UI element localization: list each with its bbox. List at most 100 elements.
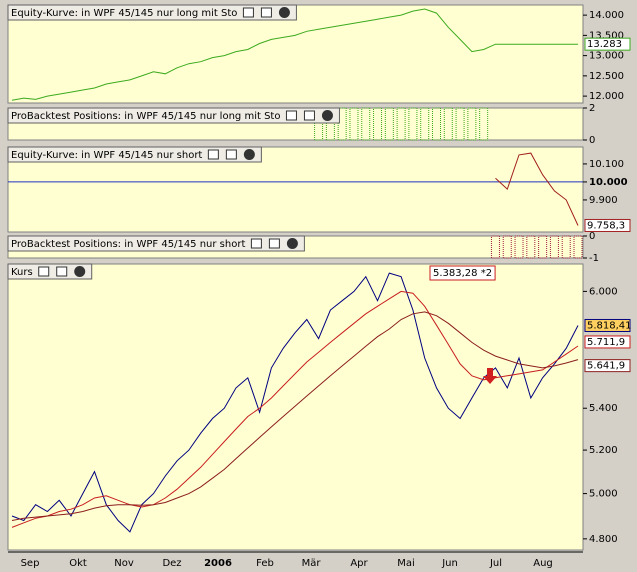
panel-header-box — [7, 235, 305, 252]
position-bar — [432, 107, 441, 141]
x-tick-label: Okt — [69, 558, 87, 569]
panel — [7, 263, 584, 551]
close-button — [243, 149, 255, 160]
position-bar — [361, 107, 371, 141]
x-tick-label: 2006 — [204, 558, 232, 569]
position-bar — [561, 235, 571, 259]
position-bar — [455, 107, 465, 141]
value-label-box — [584, 218, 631, 232]
panel-header: Kurs — [7, 263, 93, 280]
y-tick-label: 13.500 — [589, 30, 624, 41]
value-label-box — [584, 37, 631, 51]
position-bar — [490, 235, 500, 259]
value-label-text: 5.711,9 — [587, 337, 625, 348]
settings-button — [38, 266, 50, 277]
panel-title: Kurs — [11, 267, 33, 278]
value-label-text: 5.818,41 — [587, 320, 632, 331]
panel-title: Equity-Kurve: in WPF 45/145 nur long mit… — [11, 8, 237, 19]
settings-button — [207, 149, 219, 160]
value-label-box — [584, 318, 631, 332]
y-tick-label: 12.500 — [589, 71, 624, 82]
position-bar — [384, 107, 394, 141]
y-tick-label: 12.000 — [589, 91, 624, 102]
window-button — [225, 149, 237, 160]
panel-title: Equity-Kurve: in WPF 45/145 nur short — [11, 150, 202, 161]
panel-title: ProBacktest Positions: in WPF 45/145 nur… — [11, 239, 245, 250]
x-tick-label: Dez — [162, 558, 181, 569]
window-button — [260, 7, 272, 18]
panel-header-box — [7, 107, 340, 124]
series-line — [11, 272, 579, 533]
annotation-box — [429, 265, 496, 281]
position-bar — [337, 107, 347, 141]
value-label-text: 13.283 — [587, 39, 622, 50]
close-button — [278, 7, 290, 18]
window-button — [303, 110, 315, 121]
x-tick-label: Sep — [21, 558, 40, 569]
y-tick-label: 5.200 — [589, 445, 618, 456]
y-tick-label: 5.400 — [589, 403, 618, 414]
y-tick-label: 14.000 — [589, 10, 624, 21]
y-tick-label: 0 — [589, 231, 595, 242]
settings-button — [242, 7, 254, 18]
position-bar — [479, 107, 489, 141]
y-tick-label: 10.000 — [589, 177, 628, 188]
y-tick-label: 0 — [589, 135, 595, 146]
value-label: 13.283 — [584, 37, 631, 51]
value-label-text: 5.641,9 — [587, 361, 625, 372]
position-bar — [467, 107, 477, 141]
close-button — [321, 110, 333, 121]
x-tick-label: Jul — [489, 558, 502, 569]
y-tick-label: 2 — [589, 103, 595, 114]
value-label-box — [584, 359, 631, 373]
series-line — [11, 290, 579, 528]
panel-header-box — [7, 263, 93, 280]
position-bar — [502, 235, 512, 259]
panel-header-box — [7, 4, 297, 21]
x-tick-label: Aug — [533, 558, 553, 569]
annotation: 5.383,28 *2 — [429, 265, 496, 281]
x-tick-label: Nov — [114, 558, 134, 569]
x-tick-label: Mai — [397, 558, 415, 569]
panel-header: Equity-Kurve: in WPF 45/145 nur long mit… — [7, 4, 297, 21]
value-label: 5.711,9 — [584, 335, 631, 349]
position-bar — [573, 235, 583, 259]
window-button — [56, 266, 68, 277]
series-line — [11, 8, 578, 101]
y-tick-label: 6.000 — [589, 286, 618, 297]
value-label-text: 9.758,3 — [587, 220, 625, 231]
value-label-box — [584, 335, 631, 349]
y-tick-label: 10.100 — [589, 159, 624, 170]
x-tick-label: Apr — [350, 558, 368, 569]
position-bar — [526, 235, 536, 259]
position-bar — [396, 107, 406, 141]
close-button — [286, 238, 298, 249]
position-bar — [349, 107, 359, 141]
y-tick-label: 9.900 — [589, 195, 618, 206]
x-tick-label: Mär — [302, 558, 322, 569]
settings-button — [250, 238, 262, 249]
signal-arrow — [483, 368, 497, 384]
position-bar — [408, 107, 418, 141]
x-tick-label: Jun — [441, 558, 458, 569]
panel-title: ProBacktest Positions: in WPF 45/145 nur… — [11, 111, 280, 122]
close-button — [74, 266, 86, 277]
y-tick-label: 13.000 — [589, 51, 624, 62]
panel-header: ProBacktest Positions: in WPF 45/145 nur… — [7, 107, 340, 124]
position-bar — [420, 107, 430, 141]
position-bar — [549, 235, 559, 259]
panel-header: Equity-Kurve: in WPF 45/145 nur short — [7, 146, 262, 163]
y-tick-label: 5.000 — [589, 489, 618, 500]
y-tick-label: -1 — [589, 253, 599, 264]
settings-button — [285, 110, 297, 121]
panel-header-box — [7, 146, 262, 163]
x-tick-label: Feb — [256, 558, 274, 569]
position-bar — [514, 235, 524, 259]
position-bar — [373, 107, 383, 141]
position-bar — [443, 107, 453, 141]
value-label: 5.641,9 — [584, 359, 631, 373]
panel-header: ProBacktest Positions: in WPF 45/145 nur… — [7, 235, 305, 252]
window-button — [268, 238, 280, 249]
